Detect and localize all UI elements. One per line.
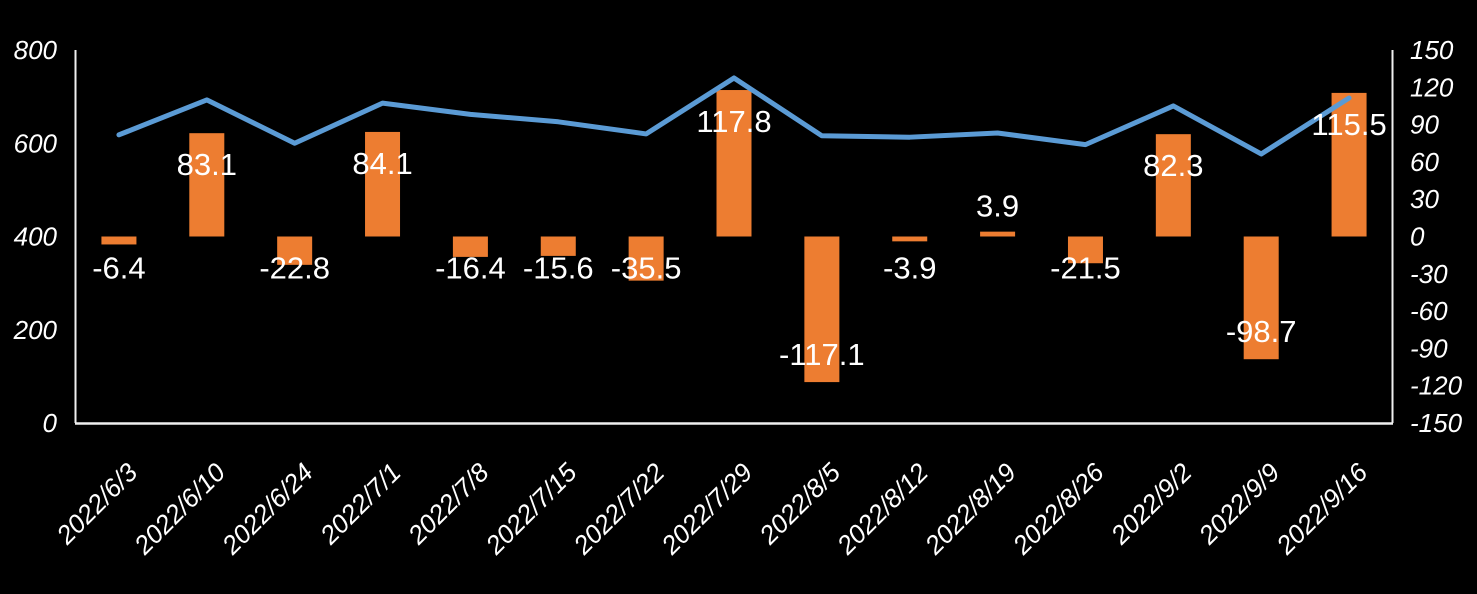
bar-data-label: 83.1 — [177, 147, 237, 182]
bar-data-label: -15.6 — [523, 251, 594, 286]
right-axis-tick-label: -60 — [1410, 296, 1448, 326]
x-axis-tick-label: 2022/6/10 — [127, 457, 231, 561]
bar-data-label: 84.1 — [352, 146, 412, 181]
bar-2022/6/3 — [101, 236, 137, 245]
bar-data-label: -117.1 — [779, 337, 865, 372]
bar-2022/8/19 — [980, 231, 1016, 237]
bar-data-label: -98.7 — [1226, 314, 1297, 349]
bar-2022/8/26 — [1067, 236, 1103, 264]
right-axis-tick-label: -90 — [1410, 333, 1448, 363]
right-axis-tick-label: -30 — [1410, 259, 1448, 289]
right-axis-tick-label: 0 — [1410, 222, 1425, 252]
bar-data-label: 3.9 — [976, 189, 1019, 224]
right-axis-tick-label: 150 — [1410, 35, 1454, 65]
x-axis-tick-label: 2022/8/26 — [1006, 457, 1110, 561]
bar-data-label: -16.4 — [435, 251, 506, 286]
left-axis-tick-label: 800 — [14, 35, 58, 65]
line-series — [116, 75, 1352, 157]
bar-2022/8/5 — [804, 236, 840, 383]
bar-2022/9/2 — [1155, 134, 1191, 237]
bar-2022/6/24 — [277, 236, 313, 265]
left-axis-tick-label: 0 — [43, 408, 58, 438]
bar-data-label: -35.5 — [611, 251, 682, 286]
bar-data-label: 82.3 — [1143, 148, 1203, 183]
bar-data-label: -22.8 — [259, 251, 330, 286]
left-axis-tick-label: 200 — [13, 315, 58, 345]
bar-2022/7/15 — [540, 236, 576, 256]
right-axis-tick-label: -120 — [1410, 371, 1463, 401]
x-axis-tick-label: 2022/7/15 — [479, 457, 583, 561]
left-axis-tick-label: 400 — [14, 222, 58, 252]
bar-2022/7/8 — [452, 236, 488, 257]
left-axis-tick-label: 600 — [14, 128, 58, 158]
bar-data-label: -6.4 — [92, 251, 145, 286]
x-axis-tick-label: 2022/7/22 — [567, 457, 671, 561]
bar-data-label: -3.9 — [883, 251, 936, 286]
right-axis-tick-label: 90 — [1410, 110, 1439, 140]
bar-data-label: -21.5 — [1050, 251, 1121, 286]
x-axis-tick-label: 2022/8/12 — [830, 457, 934, 561]
x-axis-tick-label: 2022/7/1 — [313, 457, 406, 550]
right-axis-tick-label: 120 — [1410, 72, 1454, 102]
x-axis-tick-label: 2022/7/29 — [655, 457, 759, 561]
bar-2022/9/16 — [1331, 92, 1367, 237]
bar-2022/9/9 — [1243, 236, 1279, 360]
x-axis-tick-label: 2022/8/19 — [918, 457, 1022, 561]
x-axis-tick-label: 2022/9/2 — [1104, 457, 1198, 551]
x-axis-tick-label: 2022/9/16 — [1270, 457, 1374, 561]
x-axis-tick-label: 2022/6/24 — [215, 457, 319, 561]
right-axis-tick-label: 60 — [1410, 147, 1439, 177]
bar-2022/7/22 — [628, 236, 664, 281]
right-axis-tick-label: -150 — [1410, 408, 1463, 438]
bar-data-label: 117.8 — [696, 104, 771, 139]
bar-data-label: 115.5 — [1311, 107, 1386, 142]
bar-2022/7/1 — [365, 131, 401, 237]
bar-2022/6/10 — [189, 133, 225, 237]
right-axis-tick-label: 30 — [1410, 184, 1439, 214]
bar-2022/8/12 — [892, 236, 928, 242]
bar-2022/7/29 — [716, 90, 752, 237]
